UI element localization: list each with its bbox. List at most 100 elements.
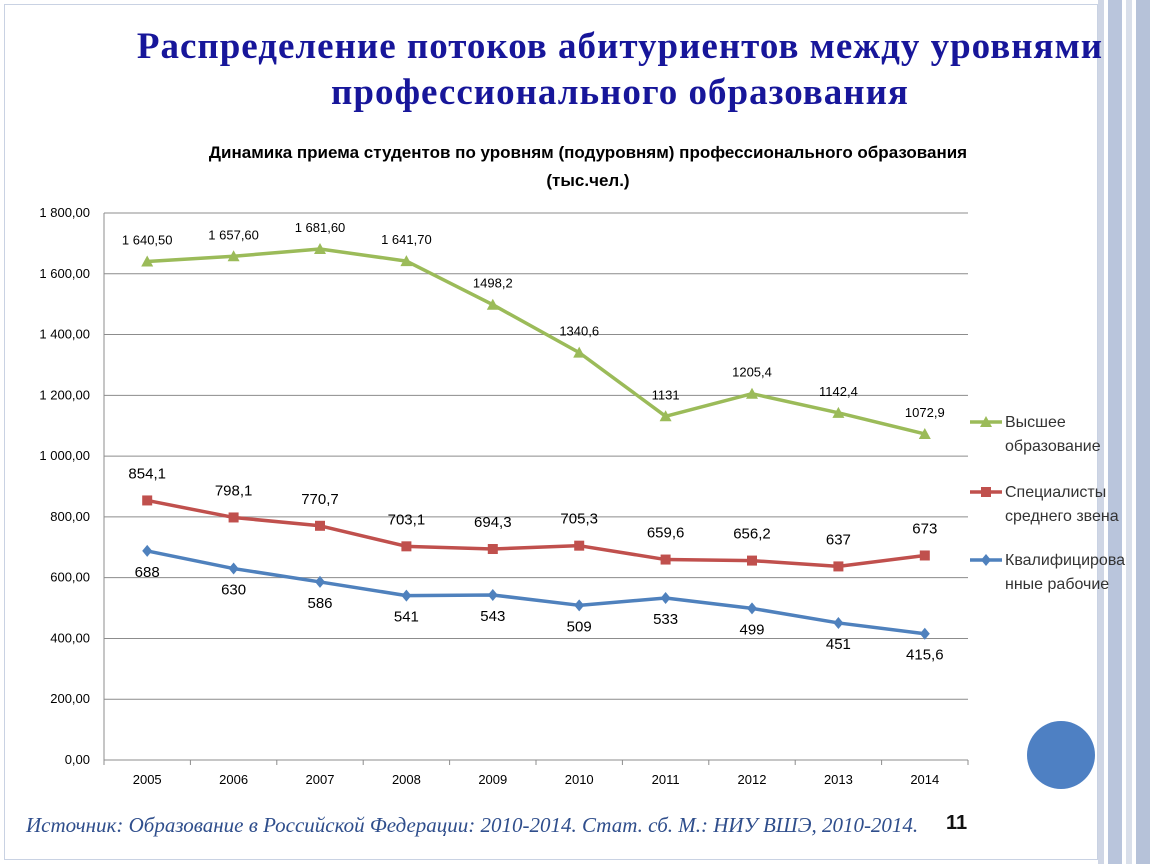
- data-label: 586: [307, 595, 332, 612]
- data-label: 1 640,50: [122, 232, 173, 247]
- data-label: 1072,9: [905, 405, 945, 420]
- x-tick-label: 2009: [478, 772, 507, 787]
- triangle-marker: [486, 298, 499, 310]
- data-label: 543: [480, 608, 505, 625]
- data-label: 659,6: [647, 525, 685, 542]
- y-tick-label: 800,00: [50, 509, 90, 524]
- y-tick-label: 400,00: [50, 630, 90, 645]
- x-tick-label: 2014: [910, 772, 939, 787]
- diamond-marker: [574, 599, 585, 612]
- data-label: 1498,2: [473, 276, 513, 291]
- legend-label: среднего звена: [1005, 508, 1119, 525]
- triangle-marker: [314, 242, 326, 254]
- data-label: 1 657,60: [208, 227, 259, 242]
- data-label: 1 681,60: [295, 220, 346, 235]
- triangle-marker: [141, 255, 154, 267]
- triangle-marker: [980, 416, 992, 427]
- y-tick-label: 1 400,00: [39, 327, 90, 342]
- triangle-marker: [573, 346, 586, 358]
- square-marker: [981, 487, 991, 497]
- x-tick-label: 2013: [824, 772, 853, 787]
- triangle-marker: [659, 410, 672, 422]
- diamond-marker: [487, 588, 498, 601]
- x-tick-label: 2011: [652, 772, 680, 787]
- square-marker: [919, 550, 930, 561]
- square-marker: [747, 555, 757, 566]
- square-marker: [833, 561, 844, 572]
- data-labels: 1 640,50 1 657,60 1 681,60 1 641,70 1498,2 13…: [122, 220, 945, 664]
- x-tick-label: 2005: [133, 772, 162, 787]
- data-label: 637: [826, 531, 851, 548]
- diamond-marker: [660, 592, 671, 605]
- data-label: 509: [567, 618, 592, 635]
- data-label: 1131: [652, 387, 680, 402]
- series-line: [147, 247, 926, 436]
- diamond-marker: [142, 544, 153, 557]
- page-number-circle: [1027, 721, 1095, 789]
- y-tick-label: 1 000,00: [39, 448, 90, 463]
- data-label: 1 641,70: [381, 232, 432, 247]
- square-marker: [574, 540, 585, 551]
- gridlines: [104, 212, 968, 700]
- x-tick-label: 2007: [306, 772, 335, 787]
- data-label: 630: [221, 582, 246, 599]
- data-label: 499: [739, 621, 764, 638]
- y-tick-label: 200,00: [50, 691, 90, 706]
- legend-label: Высшее: [1005, 414, 1066, 431]
- diamond-marker: [981, 554, 991, 566]
- y-tick-label: 1 200,00: [39, 387, 90, 402]
- square-marker: [487, 544, 498, 555]
- diamond-marker: [919, 627, 930, 640]
- data-label: 703,1: [388, 511, 426, 528]
- data-label: 705,3: [560, 511, 598, 528]
- series: [141, 242, 931, 640]
- square-marker: [660, 554, 671, 565]
- square-marker: [401, 541, 412, 552]
- data-label: 656,2: [733, 526, 771, 543]
- y-tick-label: 0,00: [65, 752, 90, 767]
- page-number: 11: [946, 812, 968, 834]
- triangle-marker: [400, 255, 413, 267]
- square-marker: [142, 495, 153, 506]
- axes: 0,00 200,00 400,00 600,00 800,00 1 000,00 1 20…: [39, 205, 969, 787]
- diamond-marker: [228, 562, 239, 575]
- chart-title-line2: (тыс.чел.): [546, 171, 629, 190]
- decorative-side-bands: [1098, 0, 1150, 864]
- data-label: 798,1: [215, 482, 253, 499]
- data-label: 541: [394, 609, 419, 626]
- x-tick-label: 2010: [565, 772, 594, 787]
- legend-label: Специалисты: [1005, 484, 1106, 501]
- data-label: 1142,4: [819, 384, 858, 399]
- source-note: Источник: Образование в Российской Федер…: [26, 813, 919, 837]
- x-tick-label: 2012: [738, 772, 767, 787]
- x-tick-label: 2006: [219, 772, 248, 787]
- data-label: 533: [653, 611, 678, 628]
- data-label: 415,6: [906, 647, 944, 664]
- data-label: 854,1: [128, 465, 166, 482]
- series-line: [146, 498, 926, 569]
- data-label: 673: [912, 520, 937, 537]
- series-line: [146, 549, 926, 636]
- data-label: 770,7: [301, 491, 339, 508]
- data-label: 451: [826, 636, 851, 653]
- slide-border: [4, 4, 1098, 860]
- legend-label: Квалифицирова: [1005, 552, 1125, 569]
- data-label: 1205,4: [732, 365, 772, 380]
- chart-title-line1: Динамика приема студентов по уровням (по…: [209, 143, 967, 162]
- triangle-marker: [832, 406, 845, 418]
- data-label: 694,3: [474, 514, 512, 531]
- legend-label: нные рабочие: [1005, 576, 1109, 593]
- y-tick-label: 1 600,00: [39, 266, 90, 281]
- diamond-marker: [747, 602, 757, 615]
- diamond-marker: [315, 575, 325, 588]
- y-tick-label: 1 800,00: [39, 205, 90, 220]
- triangle-marker: [746, 387, 758, 399]
- diamond-marker: [833, 616, 844, 629]
- triangle-marker: [918, 427, 931, 439]
- legend-label: образование: [1005, 438, 1101, 455]
- square-marker: [315, 520, 325, 531]
- legend: Высшее образование Специалисты среднего зве…: [970, 414, 1125, 593]
- y-tick-label: 600,00: [50, 570, 90, 585]
- data-label: 688: [135, 564, 160, 581]
